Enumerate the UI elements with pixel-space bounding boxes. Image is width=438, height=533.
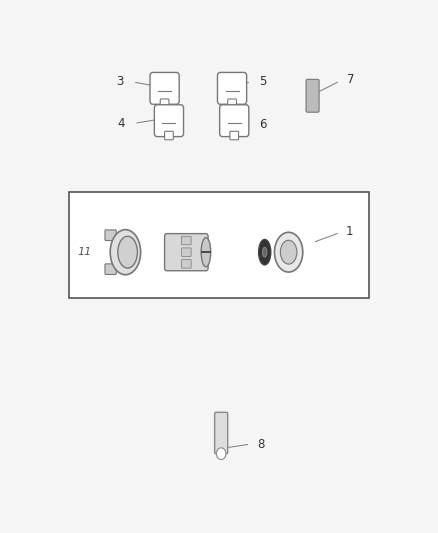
Text: 4: 4: [117, 117, 124, 130]
FancyBboxPatch shape: [219, 105, 249, 136]
FancyBboxPatch shape: [182, 260, 191, 268]
Ellipse shape: [258, 239, 271, 265]
FancyBboxPatch shape: [218, 72, 247, 104]
Ellipse shape: [118, 236, 138, 268]
FancyBboxPatch shape: [215, 413, 228, 454]
FancyBboxPatch shape: [306, 79, 319, 112]
Text: 1: 1: [346, 225, 353, 238]
Text: 5: 5: [259, 75, 266, 88]
Text: 11: 11: [77, 247, 91, 257]
FancyBboxPatch shape: [165, 233, 208, 271]
FancyBboxPatch shape: [228, 99, 237, 108]
FancyBboxPatch shape: [105, 264, 116, 274]
Ellipse shape: [275, 232, 303, 272]
Text: 7: 7: [347, 74, 355, 86]
FancyBboxPatch shape: [160, 99, 169, 108]
Bar: [69, 192, 369, 298]
FancyBboxPatch shape: [230, 131, 239, 140]
FancyBboxPatch shape: [182, 236, 191, 245]
FancyBboxPatch shape: [150, 72, 179, 104]
Circle shape: [216, 448, 226, 459]
Text: 6: 6: [259, 118, 267, 131]
FancyBboxPatch shape: [165, 131, 173, 140]
Ellipse shape: [262, 247, 267, 257]
Text: 8: 8: [257, 438, 264, 450]
Ellipse shape: [110, 230, 141, 274]
FancyBboxPatch shape: [154, 105, 184, 136]
Ellipse shape: [201, 238, 211, 266]
Ellipse shape: [280, 240, 297, 264]
Text: 3: 3: [116, 75, 123, 88]
FancyBboxPatch shape: [105, 230, 116, 240]
FancyBboxPatch shape: [182, 248, 191, 256]
